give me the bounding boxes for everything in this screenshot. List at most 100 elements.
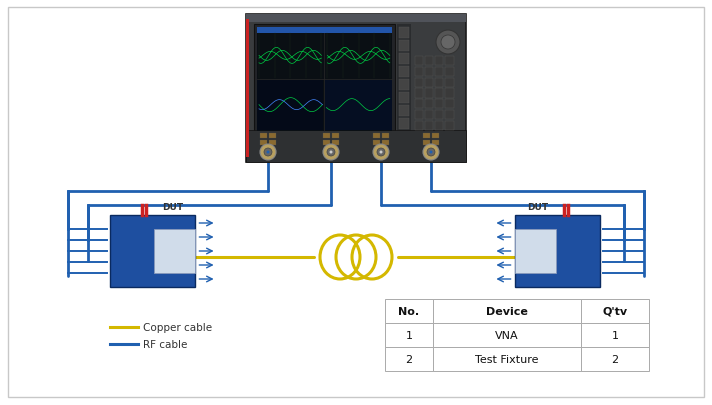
Bar: [435, 100, 444, 109]
Circle shape: [441, 36, 455, 50]
Bar: [445, 79, 454, 87]
Bar: [373, 141, 380, 146]
Bar: [515, 215, 600, 287]
Text: Test Fixture: Test Fixture: [475, 354, 539, 364]
Bar: [260, 141, 267, 146]
Circle shape: [323, 145, 339, 161]
Bar: [423, 141, 430, 146]
Bar: [332, 141, 339, 146]
Bar: [415, 111, 424, 120]
Bar: [435, 57, 444, 66]
Bar: [399, 41, 409, 52]
Bar: [382, 134, 389, 139]
Text: VNA: VNA: [495, 330, 519, 340]
Circle shape: [377, 149, 385, 157]
Bar: [325, 81, 392, 130]
Text: DUT: DUT: [527, 202, 548, 211]
Bar: [415, 122, 424, 131]
Bar: [323, 134, 330, 139]
Bar: [415, 68, 424, 77]
Bar: [433, 323, 581, 347]
Bar: [323, 141, 330, 146]
Bar: [246, 131, 466, 162]
Text: RF cable: RF cable: [143, 339, 187, 349]
Text: 1: 1: [612, 330, 619, 340]
Circle shape: [264, 149, 272, 157]
Bar: [397, 25, 411, 134]
Circle shape: [373, 145, 389, 161]
Bar: [246, 15, 466, 162]
Circle shape: [427, 149, 435, 157]
Bar: [435, 79, 444, 87]
Bar: [425, 68, 434, 77]
Bar: [515, 230, 556, 273]
Bar: [269, 134, 276, 139]
Bar: [423, 134, 430, 139]
Text: Device: Device: [486, 306, 528, 316]
Bar: [445, 57, 454, 66]
Bar: [399, 118, 409, 129]
Circle shape: [436, 31, 460, 55]
Bar: [425, 89, 434, 98]
Bar: [399, 54, 409, 65]
Bar: [415, 57, 424, 66]
Bar: [432, 134, 439, 139]
Bar: [332, 134, 339, 139]
Text: DUT: DUT: [162, 202, 183, 211]
Circle shape: [327, 149, 335, 157]
Bar: [154, 230, 194, 273]
Bar: [399, 67, 409, 78]
Bar: [425, 57, 434, 66]
Bar: [399, 79, 409, 90]
Bar: [246, 20, 249, 158]
Bar: [385, 323, 433, 347]
Bar: [399, 28, 409, 39]
Circle shape: [260, 145, 276, 161]
Bar: [445, 111, 454, 120]
Bar: [373, 134, 380, 139]
Bar: [399, 105, 409, 116]
Bar: [269, 141, 276, 146]
Bar: [433, 347, 581, 371]
Bar: [581, 323, 649, 347]
Bar: [415, 89, 424, 98]
Bar: [435, 89, 444, 98]
Bar: [425, 100, 434, 109]
Bar: [254, 25, 394, 134]
Bar: [433, 299, 581, 323]
Text: No.: No.: [399, 306, 419, 316]
Bar: [445, 122, 454, 131]
Text: Q'tv: Q'tv: [602, 306, 627, 316]
Circle shape: [330, 151, 333, 154]
Bar: [445, 100, 454, 109]
Bar: [415, 79, 424, 87]
Text: 2: 2: [405, 354, 412, 364]
Text: Copper cable: Copper cable: [143, 322, 212, 332]
Bar: [257, 28, 392, 131]
Bar: [385, 347, 433, 371]
Text: 2: 2: [612, 354, 619, 364]
Circle shape: [429, 151, 432, 154]
Circle shape: [379, 151, 382, 154]
Bar: [445, 89, 454, 98]
Bar: [425, 111, 434, 120]
Bar: [246, 15, 466, 23]
Bar: [257, 28, 392, 34]
Bar: [425, 79, 434, 87]
Text: 1: 1: [406, 330, 412, 340]
Bar: [257, 81, 323, 130]
Bar: [415, 100, 424, 109]
Bar: [260, 134, 267, 139]
Bar: [581, 347, 649, 371]
Bar: [435, 122, 444, 131]
Circle shape: [266, 151, 270, 154]
Bar: [432, 141, 439, 146]
Bar: [110, 215, 194, 287]
Bar: [445, 68, 454, 77]
Circle shape: [423, 145, 439, 161]
Bar: [425, 122, 434, 131]
Bar: [399, 92, 409, 103]
Bar: [382, 141, 389, 146]
Bar: [385, 299, 433, 323]
Bar: [581, 299, 649, 323]
